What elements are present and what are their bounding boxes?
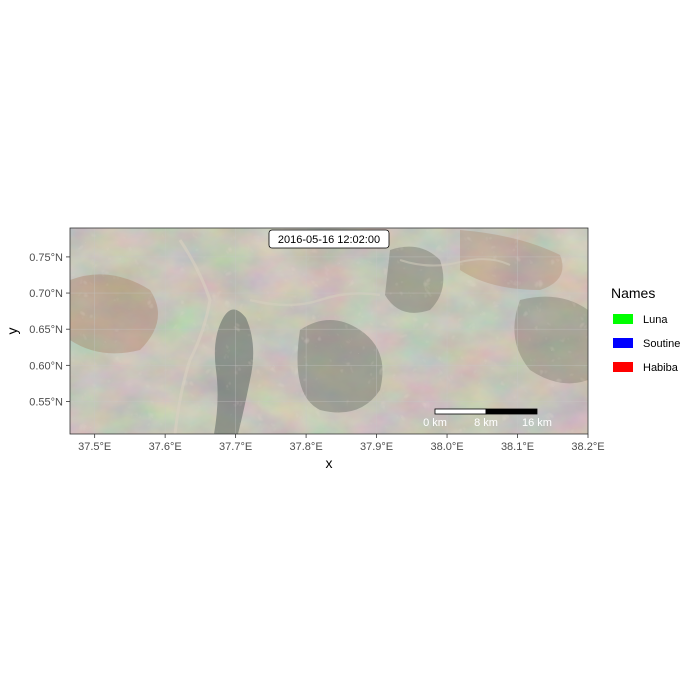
x-tick-label: 38.0°E xyxy=(430,441,463,453)
x-tick-label: 37.8°E xyxy=(290,441,323,453)
scale-segment-white xyxy=(434,408,487,415)
x-tick-label: 37.5°E xyxy=(78,441,111,453)
legend-label-luna: Luna xyxy=(643,314,668,326)
x-axis-title: x xyxy=(326,455,333,471)
satellite-speckle xyxy=(70,228,588,434)
legend: Names Luna Soutine Habiba xyxy=(611,285,680,374)
legend-label-habiba: Habiba xyxy=(643,362,679,374)
x-tick-label: 37.9°E xyxy=(360,441,393,453)
map-panel[interactable] xyxy=(70,228,588,434)
x-axis: 37.5°E 37.6°E 37.7°E 37.8°E 37.9°E 38.0°E 38.1… xyxy=(78,434,605,453)
y-tick-label: 0.70°N xyxy=(29,288,63,300)
legend-key-habiba xyxy=(613,362,633,372)
legend-key-soutine xyxy=(613,338,633,348)
y-axis-title: y xyxy=(4,328,20,335)
y-tick-label: 0.55°N xyxy=(29,396,63,408)
scale-label-0: 0 km xyxy=(423,417,447,429)
graticule xyxy=(70,228,588,434)
x-tick-label: 38.1°E xyxy=(501,441,534,453)
y-tick-label: 0.75°N xyxy=(29,252,63,264)
legend-key-luna xyxy=(613,314,633,324)
y-axis: 0.55°N 0.60°N 0.65°N 0.70°N 0.75°N xyxy=(29,252,70,408)
timestamp-box xyxy=(268,229,390,249)
timestamp-text: 2016-05-16 12:02:00 xyxy=(278,234,380,246)
scale-segment-black xyxy=(485,408,538,415)
x-tick-label: 37.6°E xyxy=(149,441,182,453)
legend-title: Names xyxy=(611,285,655,301)
panel-border xyxy=(69,227,589,435)
timestamp-label: 2016-05-16 12:02:00 xyxy=(268,229,390,249)
scale-label-8: 8 km xyxy=(474,417,498,429)
y-tick-label: 0.65°N xyxy=(29,324,63,336)
scale-bar: 0 km 8 km 16 km xyxy=(423,408,552,429)
scale-label-16: 16 km xyxy=(522,417,552,429)
x-tick-label: 38.2°E xyxy=(571,441,604,453)
legend-label-soutine: Soutine xyxy=(643,338,680,350)
x-tick-label: 37.7°E xyxy=(219,441,252,453)
y-tick-label: 0.60°N xyxy=(29,360,63,372)
